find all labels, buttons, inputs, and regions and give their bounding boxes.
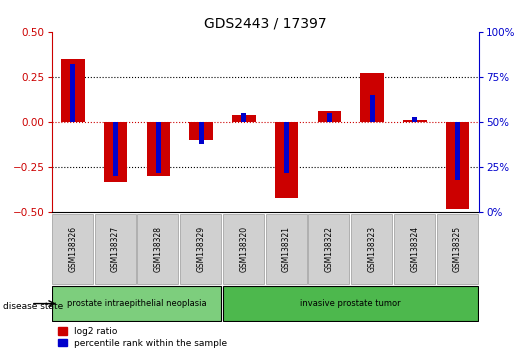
Bar	[455, 122, 460, 180]
Bar	[232, 115, 255, 122]
Text: GSM138326: GSM138326	[68, 225, 77, 272]
Bar	[61, 59, 84, 122]
Text: GSM138321: GSM138321	[282, 226, 291, 272]
Bar	[199, 122, 203, 144]
FancyBboxPatch shape	[52, 214, 93, 284]
Bar	[242, 113, 246, 122]
FancyBboxPatch shape	[223, 214, 264, 284]
Bar	[104, 122, 127, 182]
Bar	[284, 122, 289, 173]
FancyBboxPatch shape	[308, 214, 350, 284]
Text: GSM138329: GSM138329	[197, 225, 205, 272]
Text: GSM138327: GSM138327	[111, 225, 120, 272]
Bar	[147, 122, 170, 176]
Bar	[71, 64, 75, 122]
Bar	[327, 113, 332, 122]
FancyBboxPatch shape	[95, 214, 136, 284]
Bar	[413, 117, 417, 122]
FancyBboxPatch shape	[138, 214, 179, 284]
Text: GSM138324: GSM138324	[410, 225, 419, 272]
Bar	[318, 111, 341, 122]
Text: disease state: disease state	[3, 302, 63, 311]
FancyBboxPatch shape	[351, 214, 392, 284]
FancyBboxPatch shape	[394, 214, 435, 284]
FancyBboxPatch shape	[223, 286, 478, 321]
Bar	[113, 122, 118, 176]
Bar	[190, 122, 213, 140]
Text: GSM138322: GSM138322	[325, 226, 334, 272]
FancyBboxPatch shape	[52, 286, 221, 321]
Text: GSM138320: GSM138320	[239, 225, 248, 272]
Bar	[275, 122, 298, 198]
FancyBboxPatch shape	[437, 214, 478, 284]
Legend: log2 ratio, percentile rank within the sample: log2 ratio, percentile rank within the s…	[56, 325, 229, 349]
Bar	[156, 122, 161, 173]
Bar	[370, 95, 374, 122]
Text: prostate intraepithelial neoplasia: prostate intraepithelial neoplasia	[67, 299, 207, 308]
Bar	[446, 122, 469, 209]
Text: GSM138323: GSM138323	[368, 225, 376, 272]
Bar	[360, 73, 384, 122]
Text: GSM138325: GSM138325	[453, 225, 462, 272]
Text: GSM138328: GSM138328	[154, 226, 163, 272]
FancyBboxPatch shape	[180, 214, 221, 284]
FancyBboxPatch shape	[266, 214, 307, 284]
Text: invasive prostate tumor: invasive prostate tumor	[300, 299, 401, 308]
Bar	[403, 120, 426, 122]
Title: GDS2443 / 17397: GDS2443 / 17397	[204, 17, 327, 31]
